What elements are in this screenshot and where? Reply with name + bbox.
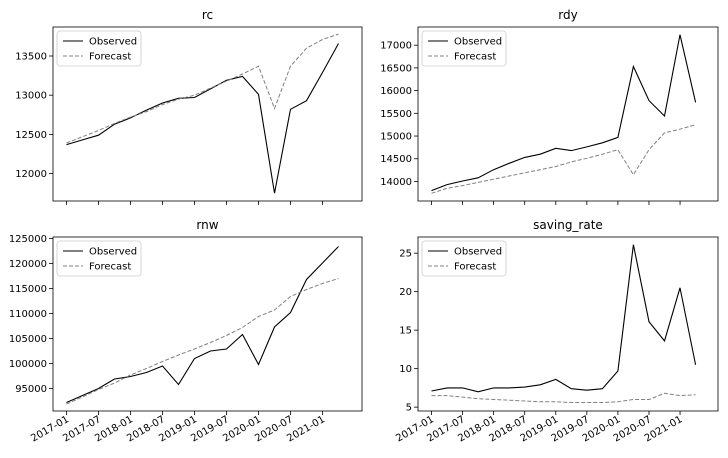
panel-rnw: rnw 95000 100000 105000 110000 115000 120000 1… — [9, 218, 363, 444]
y-tick-label: 5 — [406, 403, 412, 414]
series-line-observed — [66, 246, 339, 404]
panel-title: saving_rate — [533, 218, 603, 232]
legend-box — [421, 30, 507, 67]
y-tick-label: 12500 — [15, 130, 47, 141]
y-tick-label: 20 — [399, 287, 412, 298]
y-tick-label: 12000 — [15, 169, 47, 180]
legend-box — [56, 240, 142, 277]
series-line-observed — [431, 34, 697, 192]
y-tick-label: 95000 — [15, 384, 47, 395]
series-line-forecast — [66, 278, 339, 405]
series-line-observed — [431, 244, 697, 393]
panel-saving-rate: saving_rate 5101520252017-012017-072018-… — [394, 218, 719, 444]
y-tick-label: 25 — [399, 249, 412, 260]
y-tick-label: 16000 — [380, 86, 412, 97]
y-tick-label: 13000 — [15, 91, 47, 102]
panel-title: rdy — [558, 8, 577, 22]
axes-frame — [417, 236, 719, 412]
y-tick-label: 14000 — [380, 177, 412, 188]
legend-label-forecast: Forecast — [454, 262, 496, 273]
series-line-forecast — [66, 33, 339, 144]
legend-label-observed: Observed — [454, 37, 502, 48]
y-tick-label: 17000 — [380, 41, 412, 52]
series-line-forecast — [431, 392, 696, 403]
y-tick-label: 125000 — [9, 234, 47, 245]
axes-frame — [52, 26, 363, 202]
legend-box — [421, 240, 507, 277]
panel-title: rnw — [196, 218, 218, 232]
panel-title: rc — [202, 8, 213, 22]
y-tick-label: 120000 — [9, 259, 47, 270]
legend-label-forecast: Forecast — [89, 262, 131, 273]
legend-box — [56, 30, 142, 67]
y-tick-label: 16500 — [380, 63, 412, 74]
axes-frame — [417, 26, 719, 202]
y-tick-label: 105000 — [9, 334, 47, 345]
legend-label-forecast: Forecast — [454, 52, 496, 63]
y-tick-label: 13500 — [15, 52, 47, 63]
legend-label-observed: Observed — [89, 37, 137, 48]
series-line-observed — [66, 43, 339, 194]
y-tick-label: 15500 — [380, 109, 412, 120]
y-tick-label: 15000 — [380, 132, 412, 143]
y-tick-label: 10 — [399, 364, 412, 375]
axes-frame — [52, 236, 363, 412]
y-tick-label: 15 — [399, 326, 412, 337]
panel-rdy: rdy 14000 14500 15000 15500 16000 16500 17000 O… — [380, 8, 719, 205]
y-tick-label: 100000 — [9, 359, 47, 370]
y-tick-label: 110000 — [9, 309, 47, 320]
legend-label-observed: Observed — [89, 247, 137, 258]
y-tick-label: 115000 — [9, 284, 47, 295]
panel-rc: rc 12000 12500 13000 13500 Observed Forecast — [15, 8, 363, 205]
series-line-forecast — [431, 124, 696, 194]
legend-label-observed: Observed — [454, 247, 502, 258]
legend-label-forecast: Forecast — [89, 52, 131, 63]
y-tick-label: 14500 — [380, 154, 412, 165]
